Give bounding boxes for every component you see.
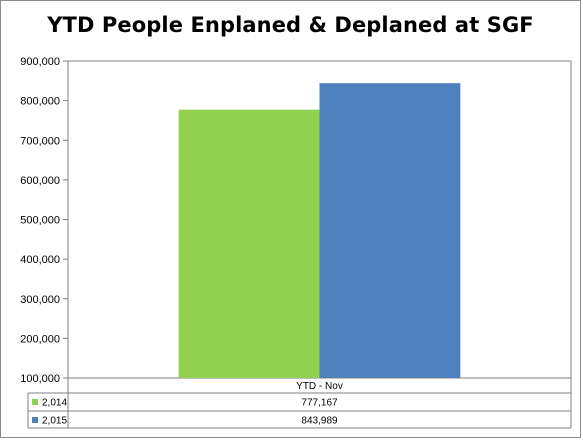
legend-key-1 — [32, 417, 38, 423]
legend-key-0 — [32, 399, 38, 405]
legend-label: 2,015 — [42, 416, 67, 427]
table-value: 843,989 — [301, 416, 338, 427]
chart-title: YTD People Enplaned & Deplaned at SGF — [47, 13, 534, 37]
table-value: 777,167 — [301, 398, 338, 409]
y-tick-label: 100,000 — [20, 373, 60, 385]
legend-label: 2,014 — [42, 398, 67, 409]
y-tick-label: 300,000 — [20, 294, 60, 306]
y-tick-label: 600,000 — [20, 175, 60, 187]
category-label: YTD - Nov — [296, 381, 343, 392]
bar-2014-0 — [178, 109, 320, 378]
y-tick-label: 900,000 — [20, 56, 60, 68]
bar-2015-0 — [319, 83, 461, 378]
y-tick-label: 700,000 — [20, 135, 60, 147]
y-tick-label: 500,000 — [20, 215, 60, 227]
y-tick-label: 800,000 — [20, 96, 60, 108]
y-tick-label: 400,000 — [20, 254, 60, 266]
y-tick-label: 200,000 — [20, 333, 60, 345]
